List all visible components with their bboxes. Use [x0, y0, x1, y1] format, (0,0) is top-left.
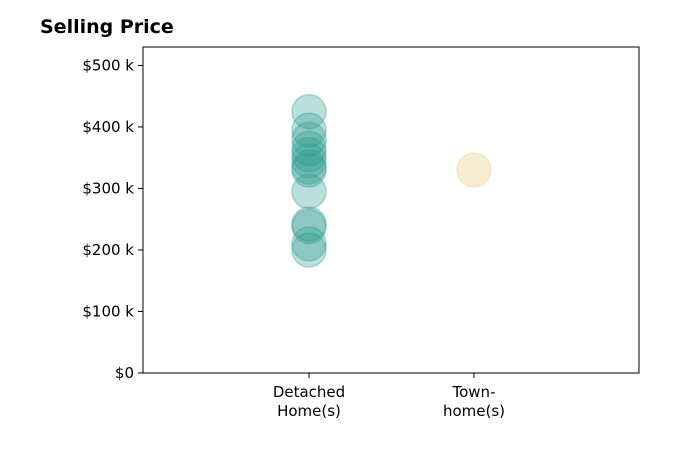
x-axis: Detached Home(s) Town-home(s)	[273, 373, 505, 420]
y-tick-label: $300 k	[82, 179, 134, 197]
chart-title: Selling Price	[40, 16, 174, 38]
data-point	[291, 226, 327, 262]
data-point	[291, 112, 327, 148]
data-point	[291, 136, 327, 173]
data-point	[291, 121, 327, 158]
x-tick-label: Town-home(s)	[443, 383, 505, 420]
y-tick-label: $200 k	[82, 241, 134, 259]
y-tick-label: $100 k	[82, 302, 134, 320]
data-point	[291, 173, 327, 210]
data-point	[291, 130, 327, 167]
data-point	[291, 208, 327, 245]
y-tick-label: $400 k	[82, 118, 134, 136]
data-point	[291, 232, 327, 268]
data-point	[291, 152, 327, 188]
plot-frame	[142, 46, 640, 374]
data-points	[291, 93, 492, 268]
data-point	[291, 93, 327, 130]
y-axis: $0 $100 k $200 k $300 k $400 k $500 k	[82, 56, 143, 382]
y-tick-label: $0	[115, 364, 134, 382]
data-point	[291, 149, 327, 185]
y-tick-label: $500 k	[82, 56, 134, 74]
data-point	[456, 152, 492, 188]
data-point	[291, 206, 327, 242]
data-point	[291, 143, 327, 179]
x-tick-label: Detached Home(s)	[273, 383, 345, 420]
